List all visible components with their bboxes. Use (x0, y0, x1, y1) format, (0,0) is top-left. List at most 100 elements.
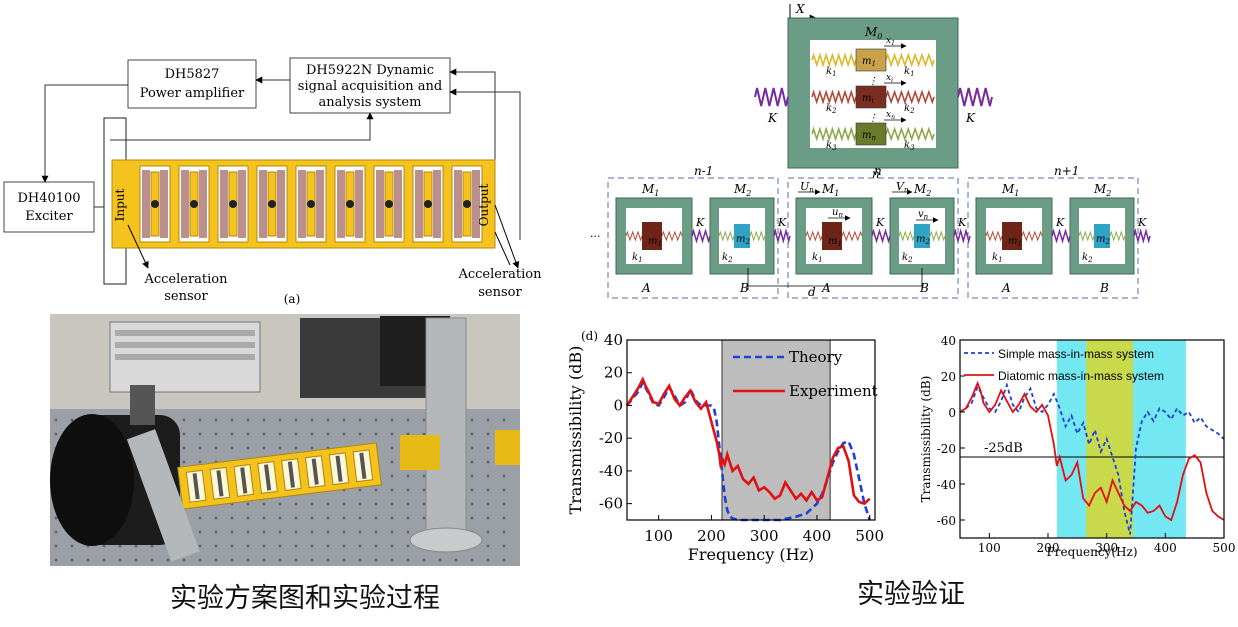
daq-label-1: DH5922N Dynamic (306, 63, 434, 78)
amplifier-box (127, 59, 257, 109)
experiment-photo (50, 314, 520, 566)
inner-mass-label-2: mi (862, 93, 874, 105)
svg-text:un: un (832, 207, 843, 219)
series-line-1 (625, 376, 871, 506)
mass-m2-2 (1094, 224, 1110, 248)
caption-left: 实验方案图和实验过程 (170, 583, 440, 614)
y-axis-label: Transmissibility (dB) (919, 376, 933, 503)
mass-m1-0 (642, 222, 662, 250)
x-tick-label-0: 100 (978, 541, 1001, 555)
svg-text:K: K (1055, 216, 1065, 229)
inner-mass-3 (855, 122, 887, 146)
spring-label-right-3: k3 (904, 140, 915, 152)
inner-mass-1 (855, 48, 887, 72)
cell-index-2: n+1 (1054, 164, 1079, 178)
legend-label-1: Diatomic mass-in-mass system (998, 369, 1164, 383)
K-right-label: K (965, 111, 976, 125)
A-label-1: A (821, 281, 831, 295)
mass-m2-0 (734, 224, 750, 248)
x-tick-label-3: 400 (803, 527, 832, 545)
accel-left-1: Acceleration (143, 272, 228, 287)
output-label: Output (477, 184, 491, 227)
inner-mass-label-3: mn (862, 130, 876, 142)
x-tick-label-2: 300 (750, 527, 779, 545)
svg-text:⋮: ⋮ (868, 76, 878, 87)
disp-label-1: x1 (886, 36, 895, 47)
svg-text:k2: k2 (902, 252, 913, 264)
A-label-0: A (641, 281, 651, 295)
inner-mass-2 (855, 85, 887, 109)
accel-right-1: Acceleration (457, 267, 542, 282)
exciter-label-1: DH40100 (17, 191, 80, 206)
svg-text:M1: M1 (821, 182, 839, 198)
y-tick-label-5: -60 (937, 514, 956, 528)
x-tick-label-4: 500 (855, 527, 884, 545)
d-label: d (808, 285, 816, 299)
mass-in-mass-model: X M0 n m1 k1 k1 x1 mi k2 k2 xi mn k3 k3 xn ⋮ ⋮ K K n-… (590, 2, 1151, 299)
svg-text:k2: k2 (722, 252, 733, 264)
x-tick-label-1: 200 (1037, 541, 1060, 555)
y-tick-label-1: 20 (941, 370, 956, 384)
svg-text:M1: M1 (1001, 182, 1019, 198)
x-tick-label-3: 400 (1154, 541, 1177, 555)
spring-label-2: k2 (826, 103, 837, 115)
svg-text:⋮: ⋮ (868, 113, 878, 124)
svg-text:m2: m2 (736, 234, 750, 246)
B-label-2: B (1099, 281, 1109, 295)
exciter-box (3, 181, 95, 233)
experiment-schematic: DH5827 Power amplifier DH5922N Dynamic s… (3, 57, 542, 306)
x-tick-label-4: 500 (1213, 541, 1236, 555)
mass-m1-2 (1002, 222, 1022, 250)
y-tick-label-2: 0 (948, 406, 956, 420)
y-tick-label-3: -20 (937, 442, 956, 456)
svg-text:Vn: Vn (896, 180, 909, 194)
series-line-0 (959, 382, 1225, 535)
x-tick-label-1: 200 (697, 527, 726, 545)
svg-text:M2: M2 (733, 182, 751, 198)
n-label: n (872, 167, 880, 181)
svg-text:Un: Un (800, 180, 814, 194)
B-label-0: B (739, 281, 749, 295)
legend-label-1: Experiment (789, 382, 878, 400)
A-label-2: A (1001, 281, 1011, 295)
svg-text:K: K (1137, 216, 1147, 229)
disp-label-2: xi (886, 73, 893, 84)
svg-text:m2: m2 (916, 234, 930, 246)
svg-text:M1: M1 (641, 182, 659, 198)
legend-label-0: Theory (789, 348, 843, 366)
y-tick-label-4: -40 (599, 462, 623, 480)
spring-label-3: k3 (826, 140, 837, 152)
cell-index-0: n-1 (694, 164, 713, 178)
amplifier-label-1: DH5827 (165, 67, 220, 82)
M0-label: M0 (864, 25, 882, 41)
x-axis-label: Frequency (Hz) (688, 545, 815, 564)
inner-mass-label-1: m1 (862, 56, 876, 68)
daq-label-2: signal acquisition and (298, 79, 442, 94)
y-axis-label: Transmissibility (dB) (566, 346, 585, 515)
svg-text:vn: vn (918, 209, 929, 221)
svg-text:···: ··· (590, 230, 601, 243)
panel-tag-d: (d) (581, 329, 598, 343)
cell-index-1: n (874, 164, 882, 178)
input-label: Input (113, 188, 127, 221)
band-1 (1086, 340, 1134, 538)
spring-label-right-2: k2 (904, 103, 915, 115)
band-gap (721, 339, 831, 521)
svg-text:k1: k1 (632, 252, 643, 264)
y-tick-label-0: 40 (604, 331, 623, 349)
svg-text:K: K (957, 216, 967, 229)
svg-text:m1: m1 (828, 236, 842, 248)
B-label-1: B (919, 281, 929, 295)
svg-text:K: K (695, 216, 705, 229)
svg-text:k2: k2 (1082, 252, 1093, 264)
svg-text:M2: M2 (1093, 182, 1111, 198)
panel-tag-a: (a) (284, 292, 301, 306)
mass-m2-1 (914, 224, 930, 248)
svg-text:m1: m1 (648, 236, 662, 248)
series-line-1 (959, 380, 1225, 522)
daq-box (289, 57, 451, 114)
exciter-label-2: Exciter (25, 209, 73, 224)
ref-line-label: -25dB (984, 441, 1023, 456)
